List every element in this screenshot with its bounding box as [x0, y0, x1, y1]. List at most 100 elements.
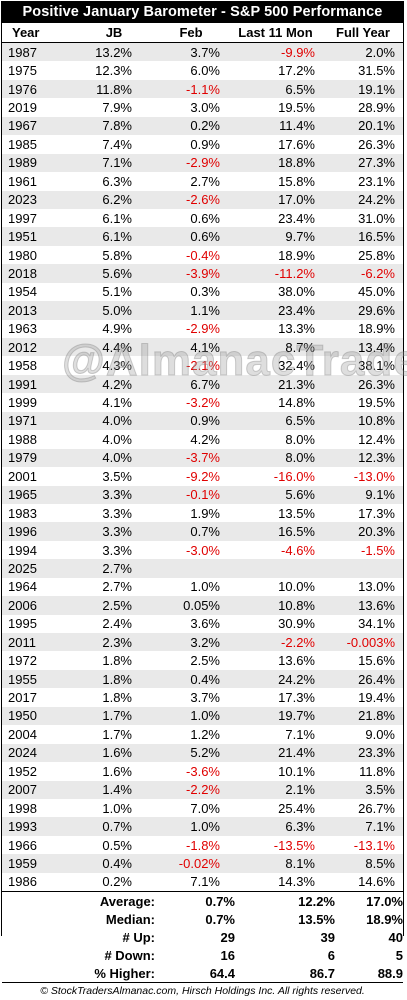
stat-label: Median: — [2, 910, 165, 929]
cell-feb: 3.7% — [190, 690, 220, 706]
table-row: 1997 6.1% 0.6% 23.4% 31.0% — [2, 209, 403, 227]
cell-year: 1971 — [2, 411, 74, 431]
cell-jb: 4.0% — [102, 431, 132, 447]
cell-jb: 0.5% — [102, 837, 132, 853]
cell-feb: 3.6% — [190, 616, 220, 632]
stat-full-year: 88.9 — [335, 964, 403, 983]
cell-jb: 2.7% — [102, 579, 132, 595]
cell-year: 1976 — [2, 79, 74, 99]
cell-full-year: -13.0% — [353, 468, 395, 484]
table-row: 1993 0.7% 1.0% 6.3% 7.1% — [2, 817, 403, 836]
table-row: 1994 3.3% -3.0% -4.6% -1.5% — [2, 541, 403, 559]
table-row: 1987 13.2% 3.7% -9.9% 2.0% — [2, 42, 403, 62]
cell-year: 1955 — [2, 669, 74, 689]
cell-year: 1983 — [8, 505, 37, 521]
cell-jb: 1.6% — [74, 743, 154, 763]
cell-last11: 5.6% — [228, 485, 323, 504]
cell-year: 2019 — [8, 100, 37, 116]
stats-row: Median: 0.7% 13.5% 18.9% — [2, 910, 403, 929]
cell-jb: 4.0% — [74, 411, 154, 431]
cell-feb: 0.6% — [154, 227, 228, 246]
cell-feb: 1.9% — [190, 505, 220, 521]
table-row: 2013 5.0% 1.1% 23.4% 29.6% — [2, 301, 403, 320]
cell-year: 1959 — [2, 854, 74, 873]
stat-full-year: 5 — [335, 946, 403, 965]
table-row: 2024 1.6% 5.2% 21.4% 23.3% — [2, 743, 403, 763]
cell-last11: 8.1% — [228, 854, 323, 873]
header-full-year: Full Year — [336, 25, 390, 40]
cell-full-year: 26.7% — [358, 800, 395, 816]
cell-full-year: 38.1% — [358, 358, 395, 374]
cell-year: 2007 — [2, 780, 74, 799]
cell-jb: 11.8% — [74, 79, 154, 99]
cell-feb: 2.7% — [190, 173, 220, 189]
cell-jb: 2.5% — [74, 596, 154, 615]
cell-last11: 30.9% — [278, 616, 315, 632]
cell-last11: -16.0% — [273, 468, 315, 484]
table-row: 1951 6.1% 0.6% 9.7% 16.5% — [2, 227, 403, 246]
cell-full-year: 26.3% — [323, 374, 403, 394]
cell-last11: 17.2% — [278, 63, 315, 79]
cell-last11: 15.8% — [278, 173, 315, 189]
cell-feb: -3.6% — [186, 763, 220, 779]
cell-jb: 2.7% — [74, 559, 154, 578]
stat-feb: 64.4 — [165, 964, 235, 983]
cell-last11: 14.8% — [278, 395, 315, 411]
cell-full-year: 19.4% — [358, 690, 395, 706]
cell-feb: 2.5% — [190, 653, 220, 669]
cell-year: 1965 — [2, 485, 74, 504]
cell-feb: 3.0% — [190, 100, 220, 116]
cell-feb: 6.0% — [190, 63, 220, 79]
cell-feb: 1.0% — [154, 706, 228, 726]
cell-feb: -2.9% — [186, 321, 220, 337]
cell-full-year: 34.1% — [358, 616, 395, 632]
cell-year: 1967 — [2, 116, 74, 136]
table-row: 1991 4.2% 6.7% 21.3% 26.3% — [2, 374, 403, 394]
cell-jb: 7.9% — [102, 100, 132, 116]
cell-full-year: 17.3% — [358, 505, 395, 521]
cell-jb: 5.0% — [74, 301, 154, 320]
cell-full-year: 8.5% — [323, 854, 403, 873]
table-row: 2004 1.7% 1.2% 7.1% 9.0% — [2, 725, 403, 743]
cell-last11: -9.9% — [228, 42, 323, 62]
table-row: 1966 0.5% -1.8% -13.5% -13.1% — [2, 836, 403, 854]
cell-jb: 1.8% — [102, 653, 132, 669]
stat-feb: 0.7% — [165, 910, 235, 929]
cell-last11: 10.8% — [228, 596, 323, 615]
cell-feb: 1.0% — [154, 817, 228, 836]
cell-feb: 1.1% — [154, 301, 228, 320]
cell-year: 1966 — [8, 837, 37, 853]
cell-feb: -0.1% — [154, 485, 228, 504]
cell-jb: 3.3% — [74, 485, 154, 504]
cell-last11: 7.1% — [285, 726, 315, 742]
cell-jb: 2.4% — [102, 616, 132, 632]
cell-full-year: 19.1% — [323, 79, 403, 99]
table-row: 1979 4.0% -3.7% 8.0% 12.3% — [2, 448, 403, 468]
cell-year: 1997 — [8, 210, 37, 226]
cell-year: 1963 — [8, 321, 37, 337]
table-row: 1965 3.3% -0.1% 5.6% 9.1% — [2, 485, 403, 504]
cell-feb: -2.6% — [154, 190, 228, 209]
table-row: 1983 3.3% 1.9% 13.5% 17.3% — [2, 504, 403, 522]
cell-jb: 1.4% — [74, 780, 154, 799]
cell-full-year: 27.3% — [323, 153, 403, 173]
stats-row: # Up: 29 39 40 — [2, 928, 403, 947]
cell-feb: -2.9% — [154, 153, 228, 173]
cell-full-year: 20.1% — [323, 116, 403, 136]
table-row: 1964 2.7% 1.0% 10.0% 13.0% — [2, 578, 403, 596]
cell-year: 2024 — [2, 743, 74, 763]
cell-last11: 8.0% — [228, 448, 323, 468]
cell-last11: 9.7% — [228, 227, 323, 246]
cell-year: 1993 — [2, 817, 74, 836]
cell-last11: 10.1% — [278, 763, 315, 779]
cell-last11: 23.4% — [278, 210, 315, 226]
table-row: 1959 0.4% -0.02% 8.1% 8.5% — [2, 854, 403, 873]
cell-last11: 8.7% — [228, 338, 323, 357]
cell-year: 1951 — [2, 227, 74, 246]
cell-last11: 19.5% — [278, 100, 315, 116]
cell-full-year: 3.5% — [323, 780, 403, 799]
cell-full-year: 11.8% — [359, 763, 395, 779]
cell-last11: 6.3% — [228, 817, 323, 836]
cell-feb: 0.9% — [154, 411, 228, 431]
